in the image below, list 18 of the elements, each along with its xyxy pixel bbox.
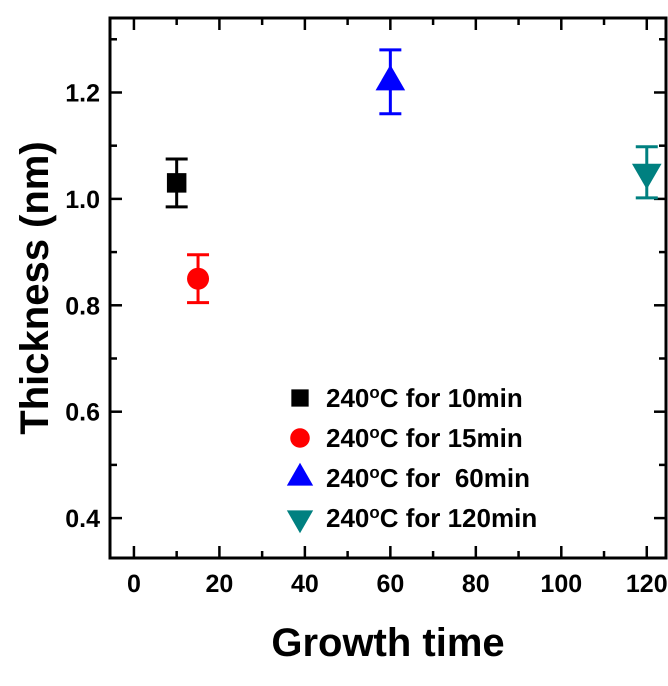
x-axis-title: Growth time — [271, 621, 505, 665]
x-tick-label: 80 — [462, 570, 490, 598]
y-tick-label: 0.8 — [65, 292, 100, 320]
x-tick-label: 100 — [540, 570, 582, 598]
legend-label: 240$^{o}$C for 60min — [326, 462, 530, 493]
x-tick-label: 40 — [290, 570, 319, 598]
y-axis-title: Thickness (nm) — [13, 141, 57, 435]
legend-label: 240$^{o}$C for 10min — [326, 382, 523, 413]
y-tick-label: 0.6 — [65, 398, 100, 427]
x-tick-label: 0 — [126, 570, 141, 598]
x-tick-label: 20 — [206, 570, 234, 598]
y-tick-label: 1.2 — [65, 79, 100, 108]
y-tick-label: 0.4 — [65, 505, 100, 534]
x-tick-label: 120 — [626, 570, 668, 598]
y-tick-label: 1.0 — [65, 186, 100, 214]
legend-label: 240$^{o}$C for 120min — [326, 502, 538, 533]
x-tick-label: 60 — [376, 570, 404, 598]
legend-label: 240$^{o}$C for 15min — [326, 422, 523, 453]
